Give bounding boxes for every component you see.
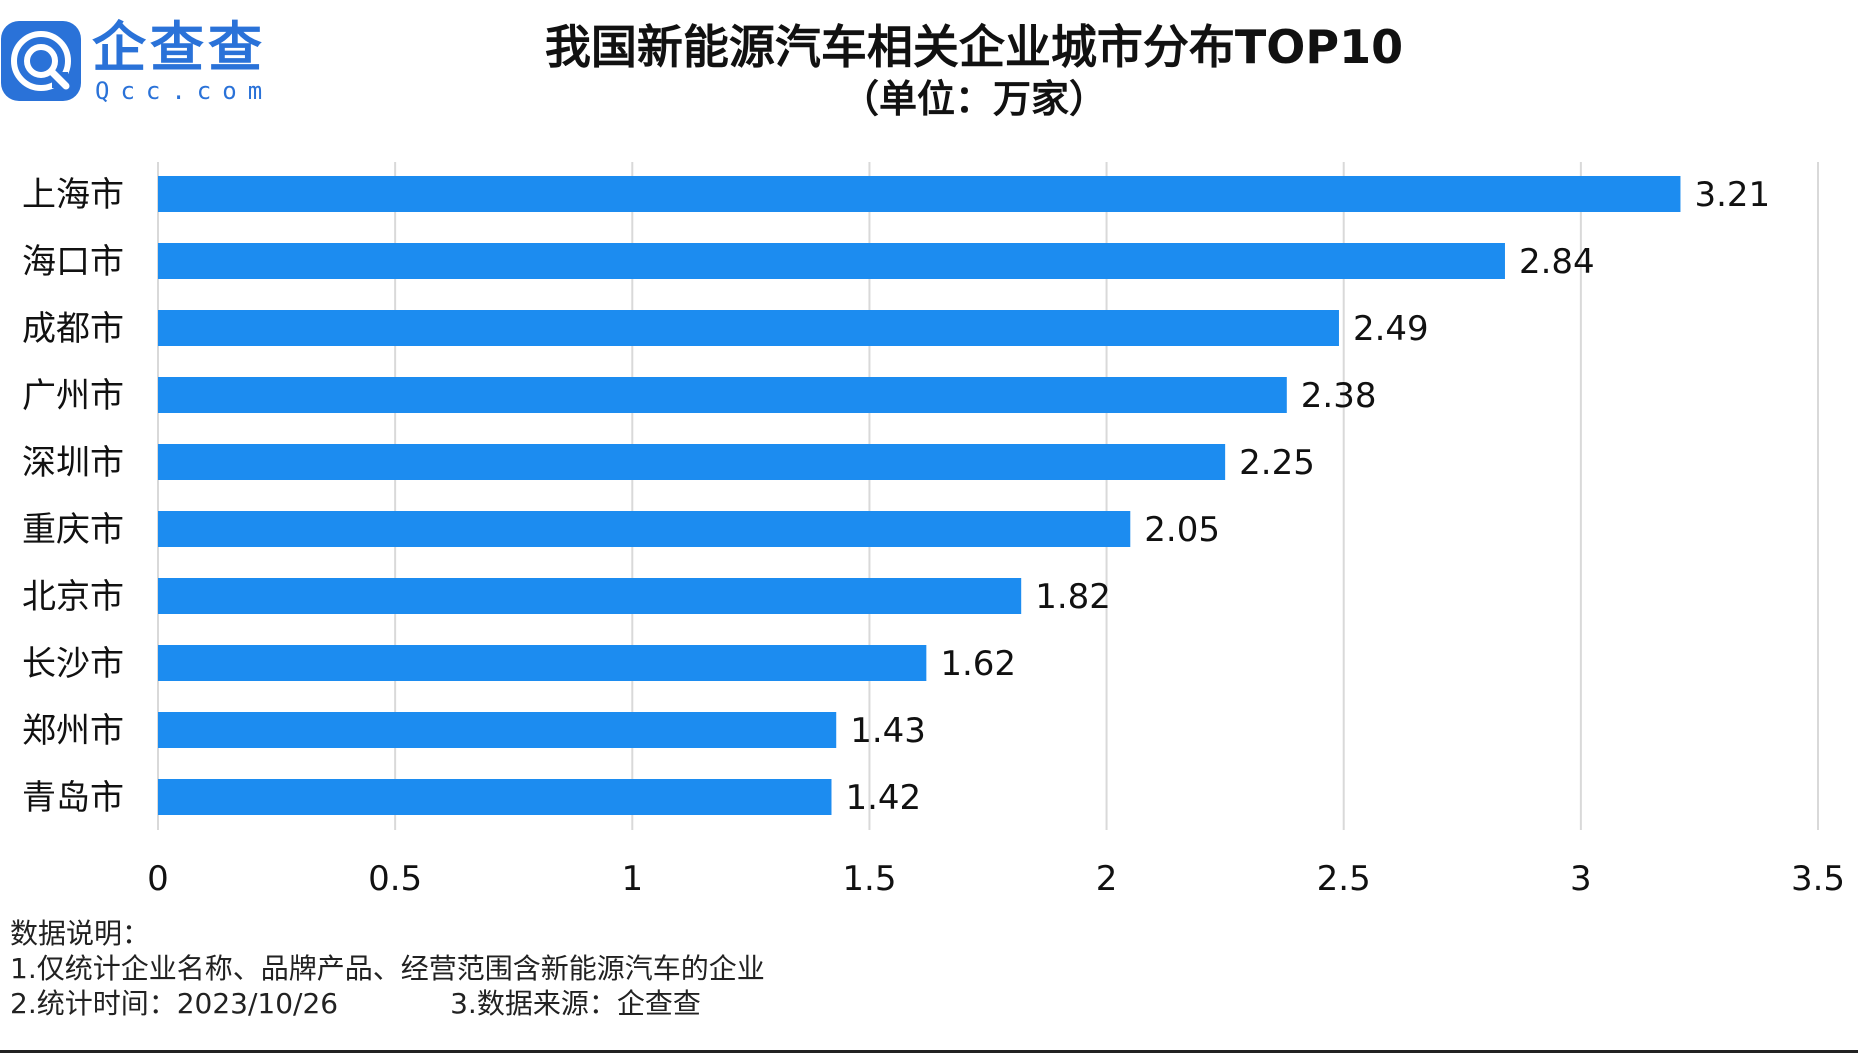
brand-name-cn: 企查查 — [92, 16, 266, 79]
bar — [158, 377, 1287, 413]
value-label: 2.05 — [1144, 510, 1220, 550]
value-label: 2.49 — [1353, 309, 1429, 349]
value-labels: 3.21 2.84 2.49 2.38 2.25 2.05 1.82 1.62 1.43 1.42 — [845, 175, 1770, 818]
category-label: 广州市 — [22, 376, 124, 416]
category-label: 海口市 — [22, 242, 124, 282]
brand-logo: 企查查 Qcc.com — [0, 16, 274, 105]
notes-line-1: 1.仅统计企业名称、品牌产品、经营范围含新能源汽车的企业 — [10, 952, 765, 985]
bar — [158, 243, 1505, 279]
qcc-logo-icon — [1, 21, 81, 101]
bar — [158, 444, 1226, 480]
category-label: 上海市 — [22, 175, 124, 215]
bar — [158, 779, 832, 815]
x-tick-label: 2 — [1096, 859, 1118, 899]
value-label: 2.38 — [1301, 376, 1377, 416]
bar — [158, 645, 927, 681]
category-label: 重庆市 — [22, 510, 124, 550]
value-label: 1.43 — [850, 711, 926, 751]
category-label: 郑州市 — [22, 711, 124, 751]
x-axis-ticks: 0 0.5 1 1.5 2 2.5 3 3.5 — [147, 859, 1845, 899]
value-label: 2.84 — [1519, 242, 1595, 282]
bar — [158, 310, 1339, 346]
value-label: 2.25 — [1239, 443, 1315, 483]
notes-time: 2.统计时间：2023/10/26 — [10, 987, 339, 1020]
bar — [158, 712, 837, 748]
x-tick-label: 0.5 — [368, 859, 422, 899]
x-tick-label: 2.5 — [1317, 859, 1371, 899]
value-label: 1.62 — [940, 644, 1016, 684]
x-tick-label: 1 — [621, 859, 643, 899]
notes-line-2: 2.统计时间：2023/10/26 3.数据来源：企查查 — [10, 986, 765, 1021]
chart-subtitle: （单位：万家） — [840, 77, 1107, 121]
data-notes: 数据说明： 1.仅统计企业名称、品牌产品、经营范围含新能源汽车的企业 2.统计时… — [10, 916, 765, 1021]
notes-source: 3.数据来源：企查查 — [450, 987, 701, 1020]
category-label: 北京市 — [22, 577, 124, 617]
bar — [158, 511, 1131, 547]
bar — [158, 578, 1022, 614]
chart-title: 我国新能源汽车相关企业城市分布TOP10 — [544, 20, 1404, 74]
value-label: 1.42 — [845, 778, 921, 818]
x-tick-label: 3 — [1570, 859, 1592, 899]
notes-heading: 数据说明： — [10, 917, 151, 950]
category-label: 青岛市 — [22, 778, 124, 818]
value-label: 3.21 — [1694, 175, 1770, 215]
value-label: 1.82 — [1035, 577, 1111, 617]
x-tick-label: 0 — [147, 859, 169, 899]
brand-name-en: Qcc.com — [95, 77, 274, 105]
category-label: 长沙市 — [22, 644, 124, 684]
x-tick-label: 3.5 — [1791, 859, 1845, 899]
category-label: 深圳市 — [22, 443, 124, 483]
x-tick-label: 1.5 — [842, 859, 896, 899]
category-label: 成都市 — [22, 309, 124, 349]
bar — [158, 176, 1681, 212]
bottom-rule — [0, 1050, 1858, 1053]
bars — [158, 176, 1681, 815]
